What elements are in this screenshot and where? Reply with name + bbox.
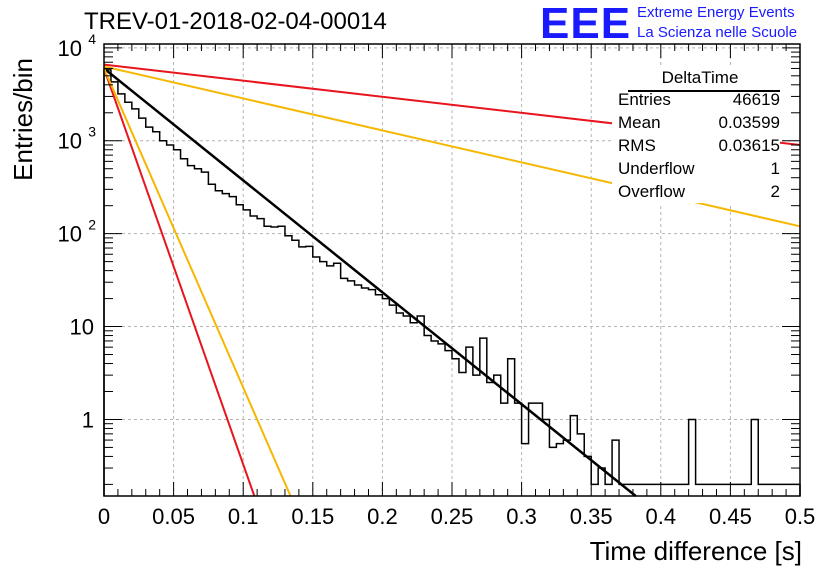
stats-value: 0.03599	[718, 113, 780, 132]
stats-row-entries: Entries 46619	[612, 88, 780, 111]
x-tick-label: 0.25	[431, 504, 474, 529]
histogram-outline	[103, 69, 801, 496]
axes: 0 0.05 0.1 0.15 0.2 0.25 0.3 0.35 0.4 0.45 0.5 1 10 1…	[58, 31, 816, 529]
x-axis-label: Time difference [s]	[590, 536, 802, 566]
logo-subtitle-2: La Scienza nelle Scuole	[637, 24, 798, 41]
stats-row-underflow: Underflow 1	[612, 157, 780, 180]
stats-value: 0.03615	[718, 136, 780, 155]
y-tick-exponent: 3	[88, 124, 96, 140]
stats-value: 46619	[732, 90, 780, 109]
x-tick-label: 0.5	[785, 504, 816, 529]
stats-value: 1	[770, 159, 780, 178]
y-tick-exponent: 2	[88, 217, 96, 233]
stats-label: Underflow	[618, 159, 695, 178]
x-tick-label: 0.3	[506, 504, 537, 529]
x-tick-label: 0.35	[570, 504, 613, 529]
stats-label: Mean	[618, 113, 661, 132]
stats-row-mean: Mean 0.03599	[612, 111, 780, 134]
x-tick-label: 0.2	[367, 504, 398, 529]
y-tick-label: 10	[58, 129, 82, 154]
fit-line-black	[103, 67, 637, 497]
stats-box: DeltaTime Entries 46619 Mean 0.03599 RMS…	[612, 68, 780, 203]
y-tick-exponent: 4	[88, 31, 96, 47]
x-tick-label: 0.4	[646, 504, 677, 529]
stats-label: Overflow	[618, 182, 686, 201]
y-axis-label: Entries/bin	[8, 58, 38, 181]
stats-label: RMS	[618, 136, 656, 155]
eee-logo: EEE	[540, 0, 632, 48]
stats-row-rms: RMS 0.03615	[612, 134, 780, 157]
y-tick-label: 10	[70, 315, 94, 340]
fit-line-yellow	[103, 68, 292, 497]
stats-title: DeltaTime	[661, 68, 739, 87]
x-tick-label: 0.1	[228, 504, 259, 529]
logo-subtitle-1: Extreme Energy Events	[637, 4, 795, 21]
x-tick-label: 0.05	[152, 504, 195, 529]
stats-row-overflow: Overflow 2	[612, 180, 780, 203]
y-tick-label: 10	[58, 36, 82, 61]
x-tick-label: 0	[98, 504, 110, 529]
stats-title-rule	[628, 90, 780, 92]
histogram	[103, 69, 801, 496]
y-tick-label: 10	[58, 222, 82, 247]
stats-label: Entries	[618, 90, 671, 109]
y-tick-label: 1	[82, 407, 94, 432]
stats-value: 2	[770, 182, 780, 201]
x-tick-label: 0.45	[709, 504, 752, 529]
chart-title: TREV-01-2018-02-04-00014	[84, 8, 387, 35]
x-tick-label: 0.15	[291, 504, 334, 529]
fit-line-red	[103, 68, 256, 497]
